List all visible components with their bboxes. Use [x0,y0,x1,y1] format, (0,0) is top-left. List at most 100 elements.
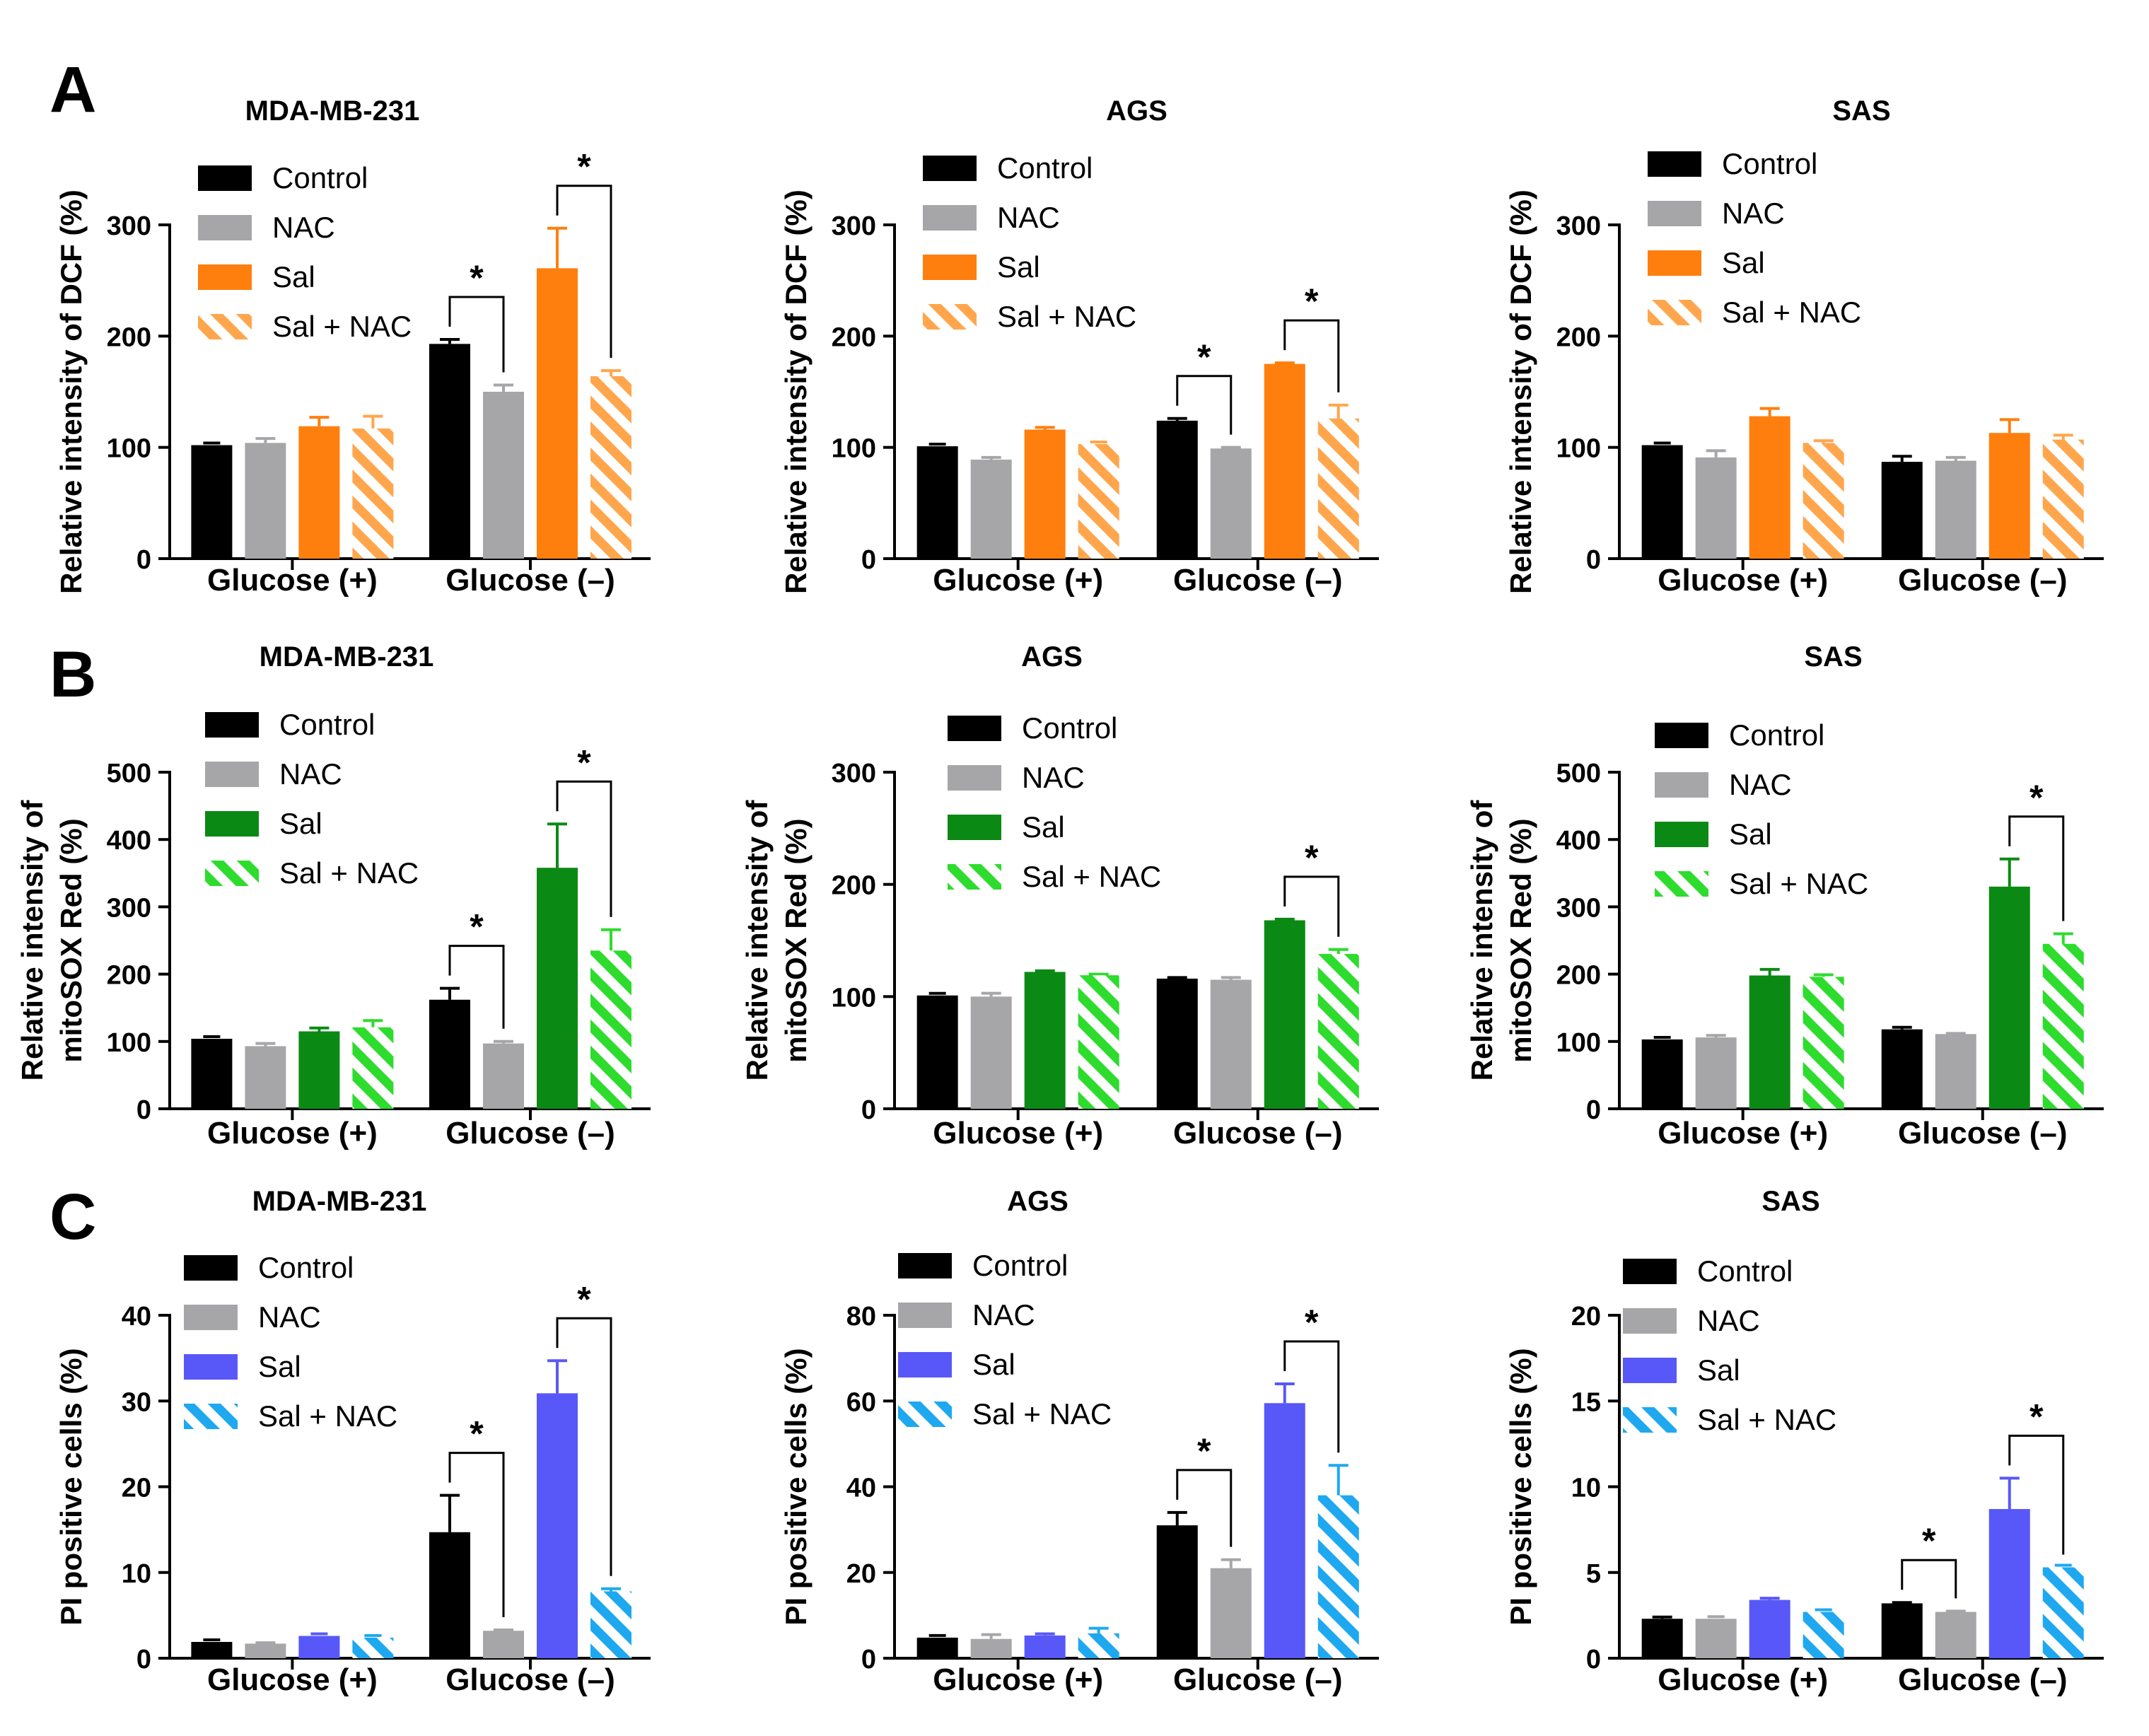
y-tick-label: 40 [846,1474,876,1503]
legend-label-nac: NAC [279,757,342,791]
bar-control-glucose [1641,445,1683,559]
significance-bracket [1283,875,1340,937]
legend-label-sal: Sal [1022,810,1065,844]
y-axis-label: Relative intensity of DCF (%) [1504,190,1537,594]
bar-sal-nac-glucose [1078,443,1119,559]
chart-title: AGS [1106,95,1167,127]
y-tick-label: 0 [1586,1645,1601,1674]
legend-label-nac: NAC [1729,768,1792,801]
legend-label-sal-nac: Sal + NAC [272,310,412,343]
bar-control-glucose [1156,420,1198,559]
bar-control-glucose [191,1038,233,1109]
legend-swatch-nac [1648,201,1701,226]
y-tick-label: 500 [1556,759,1601,788]
legend-swatch-sal [898,1352,952,1377]
x-tick-label: Glucose (+) [933,1662,1103,1697]
bar-nac-glucose [245,1643,286,1658]
x-tick-label: Glucose (+) [933,563,1103,598]
bar-sal-glucose [298,1031,340,1109]
chart-title: MDA-MB-231 [245,95,420,127]
x-tick-label: Glucose (+) [1658,563,1828,598]
bar-control-glucose [1641,1039,1683,1109]
legend-label-nac: NAC [972,1298,1035,1332]
bar-nac-glucose [1695,457,1737,559]
chart-layer: A MDA-MB-231 Relative intensity of DCF (%)… [16,54,2104,1697]
significance-bracket [1176,1469,1233,1547]
chart-panel-c-sas: SAS PI positive cells (%) 0 5 10 15 20 Glucose … [1504,1186,2104,1697]
significance-star: * [1305,838,1319,878]
y-tick-label: 20 [122,1474,151,1503]
y-axis-label: mitoSOX Red (%) [779,818,813,1062]
legend-swatch-nac [1623,1308,1677,1334]
y-tick-label: 0 [861,1095,876,1125]
legend-swatch-sal [923,255,977,280]
panel-letter-b: B [49,639,96,711]
legend-label-sal: Sal [258,1350,301,1383]
bar-sal-glucose [298,426,340,559]
significance-star: * [1305,281,1319,321]
bar-control-glucose [1881,1029,1923,1109]
bar-sal-glucose [1024,972,1066,1109]
legend-label-nac: NAC [258,1300,321,1334]
y-tick-label: 200 [1556,961,1601,991]
legend-swatch-sal [1648,250,1701,276]
x-tick-label: Glucose (–) [1173,1662,1343,1697]
legend-label-nac: NAC [997,201,1060,234]
legend-label-control: Control [1722,147,1817,180]
legend-label-sal-nac: Sal + NAC [258,1399,397,1433]
legend-swatch-sal [205,811,259,837]
x-tick-label: Glucose (–) [1173,1116,1343,1150]
legend-swatch-sal [184,1354,238,1380]
bar-sal-nac-glucose [1078,975,1119,1109]
bar-control-glucose [429,999,470,1109]
bar-sal-nac-glucose [352,1637,394,1658]
y-tick-label: 80 [846,1302,876,1332]
bar-sal-nac-glucose [1317,954,1359,1109]
x-tick-label: Glucose (+) [933,1116,1103,1150]
legend-swatch-control [1655,723,1708,748]
significance-bracket [556,780,612,917]
legend-swatch-sal-nac [198,314,252,339]
x-tick-label: Glucose (–) [1898,1116,2068,1150]
bar-control-glucose [1641,1619,1683,1658]
legend-swatch-sal-nac [205,861,259,886]
bar-nac-glucose [970,996,1012,1109]
significance-star: * [577,742,591,782]
chart-panel-b-sas: SAS Relative intensity of mitoSOX Red (%) 0… [1465,641,2104,1150]
legend-swatch-sal-nac [1655,871,1708,897]
y-tick-label: 100 [1556,1028,1601,1058]
bar-sal-glucose [1264,920,1305,1109]
legend-swatch-sal [1623,1358,1677,1383]
y-axis-label: mitoSOX Red (%) [1504,818,1537,1062]
legend-label-nac: NAC [1697,1304,1760,1337]
bar-sal-glucose [537,268,578,559]
legend-swatch-control [1648,151,1701,177]
significance-bracket [1283,1340,1340,1453]
significance-star: * [577,147,591,187]
y-axis-label: Relative intensity of [1465,800,1498,1081]
bar-nac-glucose [970,459,1012,559]
bar-nac-glucose [1935,1612,1976,1658]
y-tick-label: 400 [107,826,151,856]
y-axis-label: PI positive cells (%) [54,1348,88,1625]
x-tick-label: Glucose (–) [1898,1662,2068,1697]
bar-sal-nac-glucose [1317,1495,1359,1658]
bar-sal-glucose [537,868,578,1109]
legend-label-sal-nac: Sal + NAC [1697,1403,1836,1436]
significance-star: * [470,1414,484,1454]
y-tick-label: 40 [122,1302,151,1332]
panel-letter-a: A [49,54,96,126]
y-tick-label: 10 [1571,1474,1601,1503]
significance-star: * [577,1279,591,1319]
legend-label-control: Control [997,151,1093,185]
significance-star: * [470,258,484,298]
significance-bracket [448,1452,505,1617]
y-tick-label: 100 [107,434,151,464]
x-tick-label: Glucose (–) [1173,563,1343,598]
chart-panel-a-mda-mb-231: A MDA-MB-231 Relative intensity of DCF (%)… [49,54,651,598]
y-axis-label: Relative intensity of DCF (%) [54,190,88,594]
chart-title: MDA-MB-231 [252,1186,427,1217]
y-tick-label: 200 [1556,322,1601,352]
bar-sal-glucose [1988,886,2030,1109]
legend-label-control: Control [258,1251,354,1284]
